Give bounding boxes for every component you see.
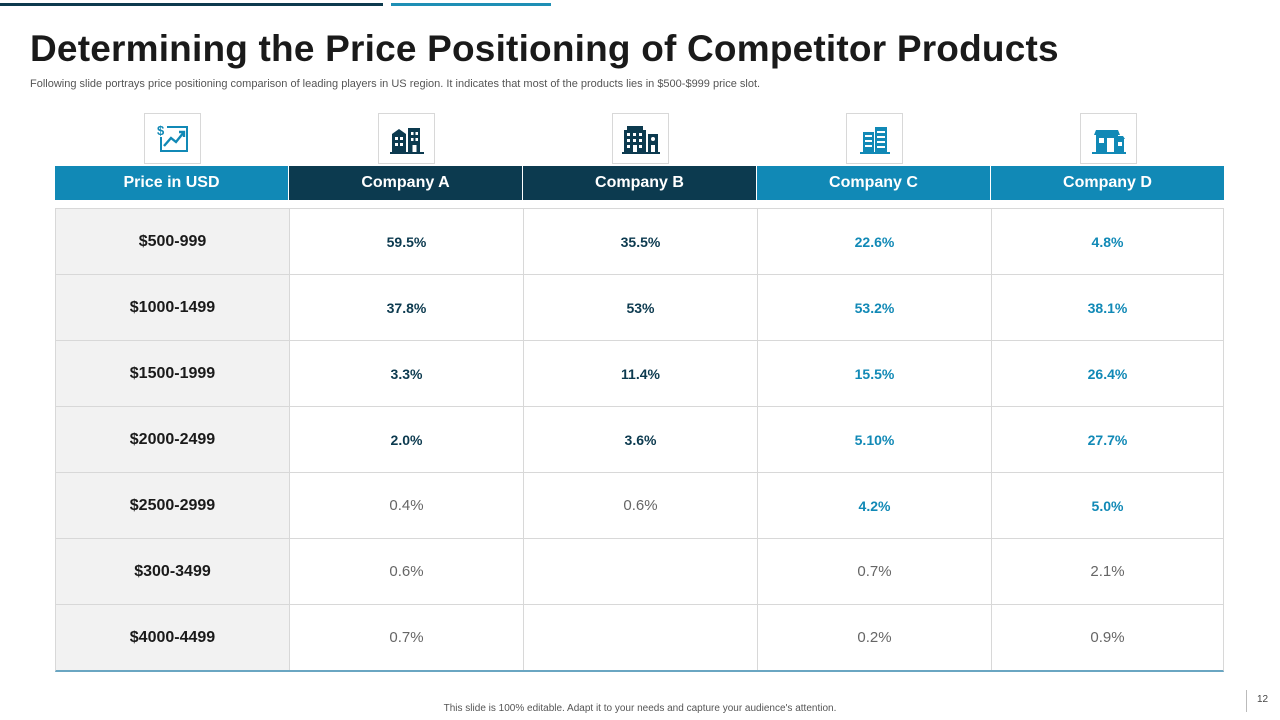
storefront-icon	[1080, 113, 1137, 164]
company-d-cell: 0.9%	[1090, 629, 1125, 646]
buildings-icon	[378, 113, 435, 164]
table-row: $300-3499 0.6% 0.7% 2.1%	[56, 539, 1223, 605]
price-range-cell: $2500-2999	[56, 473, 290, 538]
company-c-cell: 0.2%	[758, 605, 992, 670]
company-b-cell: 11.4%	[524, 341, 758, 406]
table-row: $2500-2999 0.4% 0.6% 4.2% 5.0%	[56, 473, 1223, 539]
company-a-cell: 37.8%	[290, 275, 524, 340]
company-b-cell: 0.6%	[524, 473, 758, 538]
towers-icon	[846, 113, 903, 164]
price-positioning-table: $500-999 59.5% 35.5% 22.6% 4.8% $1000-14…	[55, 208, 1224, 672]
price-range-cell: $4000-4499	[56, 605, 290, 670]
company-a-cell: 0.7%	[290, 605, 524, 670]
company-a-cell: 0.4%	[290, 473, 524, 538]
header-company-b: Company B	[523, 166, 757, 200]
company-c-cell: 15.5%	[758, 341, 992, 406]
company-c-cell: 22.6%	[758, 209, 992, 274]
company-a-cell: 0.6%	[290, 539, 524, 604]
company-b-cell	[524, 539, 758, 604]
company-c-cell: 0.7%	[758, 539, 992, 604]
company-a-cell: 3.3%	[290, 341, 524, 406]
page-number: 12	[1246, 690, 1280, 712]
table-row: $1000-1499 37.8% 53% 53.2% 38.1%	[56, 275, 1223, 341]
header-company-c: Company C	[757, 166, 991, 200]
dollar-chart-icon: $	[144, 113, 201, 164]
svg-text:$: $	[157, 123, 165, 138]
company-d-cell: 38.1%	[1087, 299, 1128, 316]
company-a-cell: 2.0%	[290, 407, 524, 472]
company-b-cell: 3.6%	[524, 407, 758, 472]
price-range-cell: $500-999	[56, 209, 290, 274]
office-building-icon	[612, 113, 669, 164]
header-price-in-usd: Price in USD	[55, 166, 289, 200]
company-d-cell: 2.1%	[1090, 563, 1125, 580]
header-company-d: Company D	[991, 166, 1224, 200]
company-d-cell: 27.7%	[1087, 431, 1128, 448]
price-range-cell: $1000-1499	[56, 275, 290, 340]
table-row: $500-999 59.5% 35.5% 22.6% 4.8%	[56, 209, 1223, 275]
footer-note: This slide is 100% editable. Adapt it to…	[443, 703, 837, 714]
company-a-cell: 59.5%	[290, 209, 524, 274]
slide-title: Determining the Price Positioning of Com…	[30, 28, 1059, 69]
company-d-cell: 4.8%	[1091, 233, 1124, 250]
company-d-cell: 5.0%	[1091, 497, 1124, 514]
company-b-cell	[524, 605, 758, 670]
table-header-row: Price in USD Company A Company B Company…	[55, 166, 1224, 200]
price-range-cell: $300-3499	[56, 539, 290, 604]
company-b-cell: 53%	[524, 275, 758, 340]
company-c-cell: 53.2%	[758, 275, 992, 340]
table-row: $4000-4499 0.7% 0.2% 0.9%	[56, 605, 1223, 670]
table-row: $2000-2499 2.0% 3.6% 5.10% 27.7%	[56, 407, 1223, 473]
slide-subtitle: Following slide portrays price positioni…	[30, 78, 761, 90]
company-c-cell: 4.2%	[758, 473, 992, 538]
company-d-cell: 26.4%	[1087, 365, 1128, 382]
company-c-cell: 5.10%	[758, 407, 992, 472]
top-accent-bar-dark	[0, 3, 383, 6]
price-range-cell: $1500-1999	[56, 341, 290, 406]
top-accent-bar-light	[391, 3, 551, 6]
company-b-cell: 35.5%	[524, 209, 758, 274]
price-range-cell: $2000-2499	[56, 407, 290, 472]
header-company-a: Company A	[289, 166, 523, 200]
table-row: $1500-1999 3.3% 11.4% 15.5% 26.4%	[56, 341, 1223, 407]
